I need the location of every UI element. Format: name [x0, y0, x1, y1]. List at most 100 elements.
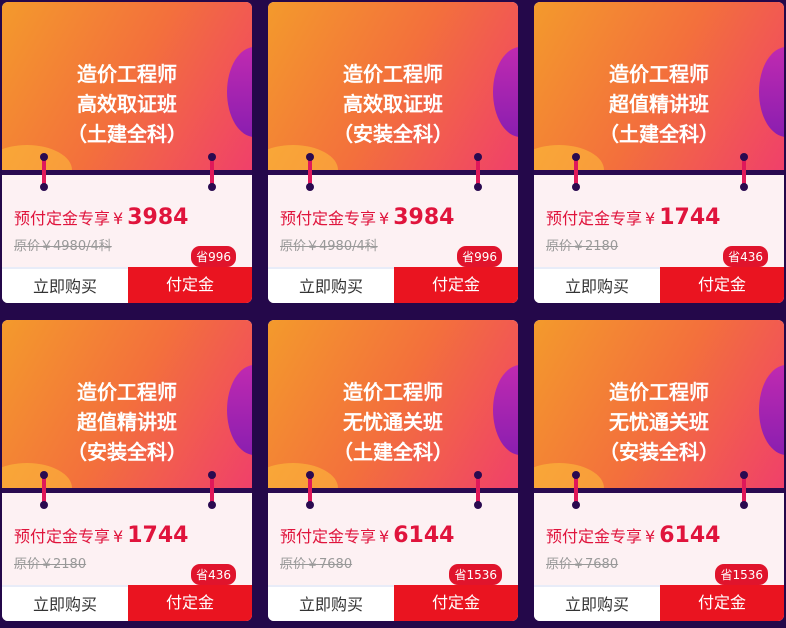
currency: ¥: [645, 527, 656, 546]
deposit-button[interactable]: 付定金: [128, 585, 252, 621]
divider-strip: [2, 170, 252, 175]
card-title-line: 超值精讲班: [609, 92, 709, 116]
price-line: 预付定金专享 ¥1744: [546, 205, 720, 230]
divider-strip: [534, 170, 784, 175]
course-card: 造价工程师超值精讲班 （安装全科） 预付定金专享 ¥1744 原价￥2180 立即购买 付定…: [2, 320, 252, 621]
banner: 造价工程师无忧通关班 （土建全科）: [268, 320, 518, 488]
original-price: 原价￥4980/4科: [14, 239, 112, 254]
card-title-line: 高效取证班: [343, 92, 443, 116]
price-prefix: 预付定金专享: [546, 527, 643, 546]
ring-dot: [572, 183, 580, 191]
buy-button[interactable]: 立即购买: [268, 585, 394, 621]
card-title-line: （土建全科）: [333, 440, 453, 464]
ring-dot: [306, 153, 314, 161]
divider-strip: [2, 488, 252, 493]
buy-button[interactable]: 立即购买: [534, 585, 660, 621]
save-badge: 省996: [457, 246, 502, 267]
price-prefix: 预付定金专享: [14, 209, 111, 228]
card-title-line: （土建全科）: [67, 122, 187, 146]
banner: 造价工程师高效取证班 （安装全科）: [268, 2, 518, 170]
ring-dot: [572, 501, 580, 509]
ring-dot: [306, 183, 314, 191]
ring-pin: [210, 476, 214, 506]
price-prefix: 预付定金专享: [280, 209, 377, 228]
ring-pin: [42, 476, 46, 506]
card-title-line: 无忧通关班: [343, 410, 443, 434]
decor-blob: [534, 145, 604, 170]
buy-button[interactable]: 立即购买: [2, 267, 128, 303]
original-price: 原价￥4980/4科: [280, 239, 378, 254]
deposit-button[interactable]: 付定金: [394, 585, 518, 621]
decor-blob: [2, 463, 72, 488]
ring-pin: [574, 476, 578, 506]
card-title-line: （土建全科）: [599, 122, 719, 146]
currency: ¥: [113, 209, 124, 228]
original-price: 原价￥7680: [280, 557, 353, 572]
deposit-button[interactable]: 付定金: [394, 267, 518, 303]
ring-dot: [740, 501, 748, 509]
decor-blob: [2, 145, 72, 170]
price-prefix: 预付定金专享: [280, 527, 377, 546]
card-title-line: 超值精讲班: [77, 410, 177, 434]
price-line: 预付定金专享 ¥6144: [280, 523, 454, 548]
buy-button[interactable]: 立即购买: [2, 585, 128, 621]
ring-dot: [306, 471, 314, 479]
save-badge: 省1536: [449, 564, 502, 585]
price-line: 预付定金专享 ¥1744: [14, 523, 188, 548]
decor-blob: [268, 463, 338, 488]
ring-dot: [740, 183, 748, 191]
currency: ¥: [379, 209, 390, 228]
course-card: 造价工程师 超值精讲班 （土建全科） 预付定金专享 ¥1744 原价￥2180 立即购买 付定…: [534, 2, 784, 303]
decor-blob: [534, 463, 604, 488]
card-title-line: 造价工程师: [343, 380, 443, 404]
banner: 造价工程师超值精讲班 （安装全科）: [2, 320, 252, 488]
deposit-button[interactable]: 付定金: [128, 267, 252, 303]
buy-button[interactable]: 立即购买: [268, 267, 394, 303]
card-title-line: （安装全科）: [599, 440, 719, 464]
ring-dot: [572, 153, 580, 161]
ring-dot: [208, 183, 216, 191]
ring-pin: [308, 476, 312, 506]
price: 3984: [393, 205, 455, 230]
course-card: 造价工程师 无忧通关班 （安装全科） 预付定金专享 ¥6144 原价￥7680 立即购买 付定…: [534, 320, 784, 621]
price: 6144: [393, 523, 455, 548]
ring-dot: [40, 153, 48, 161]
deposit-button[interactable]: 付定金: [660, 267, 784, 303]
original-price: 原价￥2180: [14, 557, 87, 572]
ring-pin: [476, 158, 480, 188]
ring-dot: [474, 471, 482, 479]
ring-dot: [40, 471, 48, 479]
price-prefix: 预付定金专享: [546, 209, 643, 228]
card-title-line: 造价工程师: [343, 62, 443, 86]
original-price: 原价￥2180: [546, 239, 619, 254]
ring-pin: [308, 158, 312, 188]
card-title-line: （安装全科）: [67, 440, 187, 464]
ring-dot: [40, 183, 48, 191]
ring-dot: [572, 471, 580, 479]
price: 1744: [127, 523, 189, 548]
save-badge: 省436: [191, 564, 236, 585]
buy-button[interactable]: 立即购买: [534, 267, 660, 303]
divider-strip: [268, 170, 518, 175]
ring-pin: [42, 158, 46, 188]
original-price: 原价￥7680: [546, 557, 619, 572]
card-title-line: 造价工程师: [77, 62, 177, 86]
ring-pin: [476, 476, 480, 506]
ring-pin: [742, 158, 746, 188]
ring-dot: [474, 153, 482, 161]
divider-strip: [534, 488, 784, 493]
banner: 造价工程师高效取证班 （土建全科）: [2, 2, 252, 170]
ring-pin: [742, 476, 746, 506]
price-line: 预付定金专享 ¥3984: [280, 205, 454, 230]
course-card: 造价工程师高效取证班 （安装全科） 预付定金专享 ¥3984 原价￥4980/4科立即购…: [268, 2, 518, 303]
card-title-line: 造价工程师: [77, 380, 177, 404]
currency: ¥: [645, 209, 656, 228]
ring-dot: [40, 501, 48, 509]
card-title-line: （安装全科）: [333, 122, 453, 146]
deposit-button[interactable]: 付定金: [660, 585, 784, 621]
banner: 造价工程师 超值精讲班 （土建全科）: [534, 2, 784, 170]
course-card: 造价工程师无忧通关班 （土建全科） 预付定金专享 ¥6144 原价￥7680 立即购买 付定…: [268, 320, 518, 621]
price: 3984: [127, 205, 189, 230]
card-title-line: 高效取证班: [77, 92, 177, 116]
